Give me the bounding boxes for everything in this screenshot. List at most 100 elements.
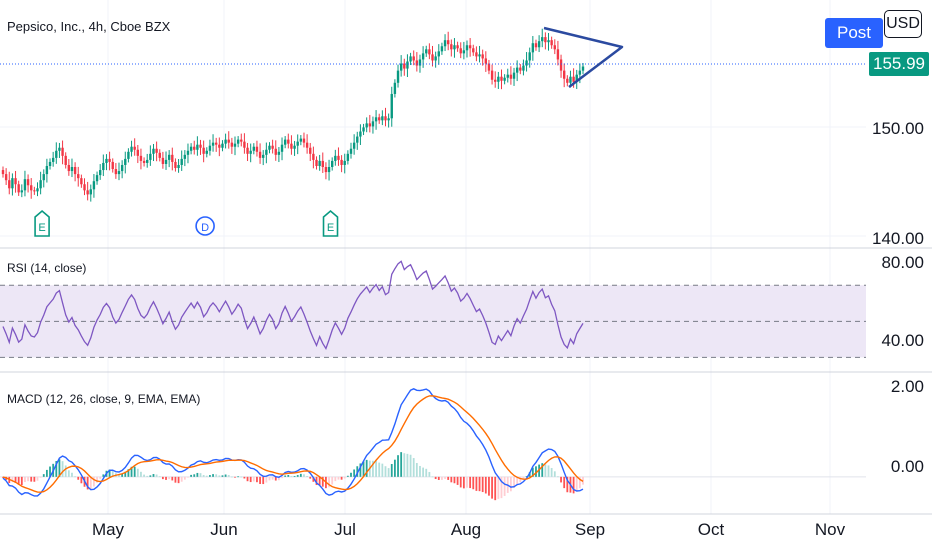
- macd-histogram-bar: [99, 476, 102, 479]
- candle-body: [139, 155, 143, 161]
- macd-histogram-bar: [296, 475, 299, 477]
- candle-body: [321, 160, 324, 168]
- macd-histogram-bar: [572, 476, 575, 494]
- earnings-flag-icon[interactable]: E: [34, 209, 50, 237]
- candle-body: [120, 164, 124, 172]
- macd-histogram-bar: [547, 465, 550, 477]
- price-axis[interactable]: 150.00 140.00 80.00 40.00 2.00 0.00: [872, 119, 924, 476]
- macd-histogram-bar: [202, 475, 205, 477]
- candle-body: [268, 145, 271, 150]
- dividend-flag-icon[interactable]: D: [195, 216, 215, 236]
- macd-histogram-bar: [459, 476, 462, 488]
- macd-histogram-bar: [406, 453, 409, 477]
- macd-histogram-bar: [118, 474, 120, 477]
- candle-body: [475, 52, 478, 57]
- candle-body: [302, 138, 306, 143]
- candle-body: [515, 67, 519, 73]
- candle-body: [205, 150, 208, 154]
- candle-body: [559, 59, 563, 71]
- candle-body: [421, 53, 425, 60]
- candle-body: [456, 45, 459, 49]
- candle-body: [490, 70, 494, 80]
- chart-title: Pepsico, Inc., 4h, Cboe BZX: [7, 19, 171, 34]
- candle-body: [334, 155, 337, 161]
- candle-body: [189, 146, 193, 151]
- macd-histogram-bar: [393, 459, 396, 477]
- macd-histogram-bar: [553, 471, 556, 477]
- macd-histogram-bar: [491, 476, 493, 499]
- macd-histogram-bar: [381, 463, 384, 477]
- event-label: E: [38, 222, 45, 234]
- macd-histogram-bar: [488, 476, 490, 496]
- macd-histogram-bar: [196, 472, 199, 477]
- earnings-flag-icon[interactable]: E: [322, 209, 339, 237]
- macd-histogram-bar: [293, 475, 296, 477]
- candle-body: [127, 151, 130, 159]
- candle-body: [262, 154, 265, 158]
- macd-histogram-bar: [146, 475, 149, 477]
- candle-body: [174, 161, 177, 169]
- macd-histogram-bar: [209, 475, 211, 477]
- candle-body: [393, 82, 397, 94]
- candle-body: [249, 150, 252, 154]
- macd-histogram-bar: [55, 461, 58, 477]
- candle-body: [428, 49, 431, 55]
- macd-histogram-bar: [299, 473, 302, 477]
- macd-histogram-bar: [284, 475, 287, 477]
- candle-body: [550, 40, 553, 46]
- candle-body: [48, 161, 52, 166]
- candle-body: [136, 149, 140, 156]
- macd-histogram-bar: [419, 465, 421, 477]
- candle-body: [412, 56, 415, 61]
- macd-histogram-bar: [531, 467, 534, 477]
- candle-body: [105, 158, 108, 163]
- candle-body: [569, 76, 572, 83]
- candle-body: [315, 159, 318, 166]
- candle-body: [114, 169, 118, 175]
- macd-histogram-bar: [227, 475, 230, 477]
- macd-histogram-bar: [212, 474, 214, 477]
- candle-body: [509, 74, 513, 79]
- macd-histogram-bar: [337, 476, 340, 480]
- macd-histogram-bar: [306, 476, 309, 477]
- macd-histogram-bar: [183, 476, 186, 480]
- currency-button[interactable]: USD: [884, 10, 922, 38]
- candle-body: [274, 148, 277, 155]
- candle-body: [434, 56, 437, 61]
- macd-histogram-bar: [412, 458, 415, 477]
- macd-histogram-bar: [575, 476, 578, 492]
- macd-histogram-bar: [42, 474, 45, 477]
- candle-body: [293, 145, 296, 149]
- macd-histogram-bar: [221, 475, 224, 477]
- macd-histogram-bar: [61, 461, 64, 477]
- macd-pane[interactable]: [0, 388, 866, 501]
- candle-body: [443, 40, 447, 47]
- pane-separators[interactable]: [0, 247, 932, 515]
- macd-histogram-bar: [450, 476, 453, 483]
- macd-histogram-bar: [428, 471, 431, 477]
- candle-body: [26, 179, 30, 186]
- macd-histogram-bar: [494, 476, 497, 501]
- macd-histogram-bar: [246, 476, 249, 482]
- earnings-flag-shape: [34, 209, 50, 237]
- candle-body: [171, 154, 174, 162]
- macd-histogram-bar: [187, 476, 189, 478]
- macd-histogram-bar: [64, 465, 67, 477]
- candle-body: [227, 139, 230, 143]
- candle-body: [318, 160, 321, 166]
- time-axis[interactable]: May Jun Jul Aug Sep Oct Nov: [92, 520, 846, 539]
- rsi-pane[interactable]: [0, 260, 866, 358]
- macd-histogram-bar: [30, 476, 33, 482]
- candle-body: [221, 143, 224, 148]
- macd-histogram-bar: [24, 476, 26, 482]
- macd-histogram-bar: [441, 476, 443, 480]
- candle-body: [70, 167, 74, 172]
- macd-histogram-bar: [318, 476, 321, 486]
- macd-histogram-bar: [437, 476, 440, 480]
- post-button[interactable]: Post: [825, 18, 883, 48]
- macd-histogram-bar: [27, 476, 29, 482]
- candle-body: [381, 116, 384, 121]
- macd-histogram-bar: [193, 474, 196, 477]
- macd-histogram-bar: [271, 476, 274, 480]
